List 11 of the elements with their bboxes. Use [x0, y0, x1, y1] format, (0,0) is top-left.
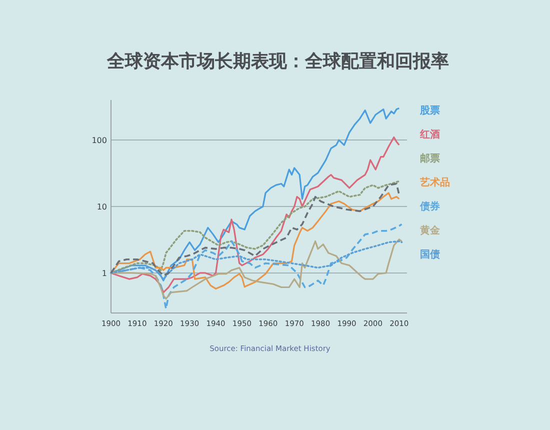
text: 艺术品 — [419, 176, 450, 188]
series-label: 国债 — [420, 248, 440, 260]
chart-title: 全球资本市场长期表现：全球配置和回报率 — [106, 51, 449, 72]
text: 红酒 — [419, 128, 440, 140]
y-tick-label: 1 — [102, 268, 107, 278]
text: 债券 — [419, 200, 441, 212]
y-tick-label: 100 — [92, 136, 107, 145]
text: 邮票 — [420, 152, 440, 164]
series-label: 黄金 — [419, 224, 441, 236]
y-tick-label: 10 — [96, 202, 107, 212]
text: 股票 — [419, 104, 440, 116]
